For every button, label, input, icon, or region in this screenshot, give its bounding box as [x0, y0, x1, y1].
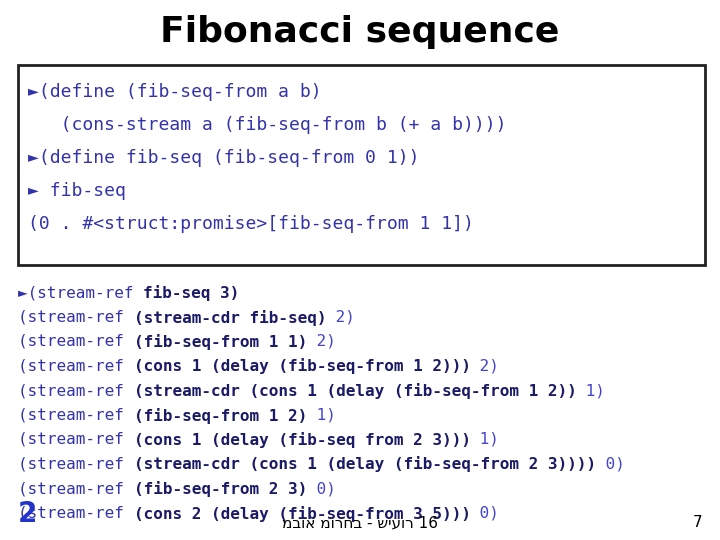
Text: (cons-stream a (fib-seq-from b (+ a b)))): (cons-stream a (fib-seq-from b (+ a b)))… — [28, 116, 506, 134]
Text: (fib-seq-from 1 1): (fib-seq-from 1 1) — [133, 334, 307, 350]
Text: ►(define fib-seq (fib-seq-from 0 1)): ►(define fib-seq (fib-seq-from 0 1)) — [28, 149, 420, 167]
Text: (stream-ref: (stream-ref — [18, 408, 133, 422]
Text: 0): 0) — [307, 481, 336, 496]
Text: (stream-ref: (stream-ref — [18, 359, 133, 374]
Text: 1): 1) — [576, 383, 605, 398]
Text: מבוא מורחב - שיעור 16: מבוא מורחב - שיעור 16 — [282, 515, 438, 530]
Text: (stream-ref: (stream-ref — [18, 432, 133, 447]
Text: 2): 2) — [470, 359, 499, 374]
Text: (stream-ref: (stream-ref — [18, 456, 133, 471]
Text: (cons 2 (delay (fib-seq-from 3 5))): (cons 2 (delay (fib-seq-from 3 5))) — [133, 505, 470, 522]
Text: ► fib-seq: ► fib-seq — [28, 182, 126, 200]
Text: ►(define (fib-seq-from a b): ►(define (fib-seq-from a b) — [28, 83, 322, 101]
Text: (fib-seq-from 2 3): (fib-seq-from 2 3) — [133, 481, 307, 497]
Text: (stream-ref: (stream-ref — [18, 334, 133, 349]
Text: (stream-cdr (cons 1 (delay (fib-seq-from 2 3)))): (stream-cdr (cons 1 (delay (fib-seq-from… — [133, 456, 595, 472]
Text: Fibonacci sequence: Fibonacci sequence — [161, 15, 559, 49]
Text: (cons 1 (delay (fib-seq-from 1 2))): (cons 1 (delay (fib-seq-from 1 2))) — [133, 359, 470, 375]
Text: 2): 2) — [326, 309, 355, 325]
Text: (0 . #<struct:promise>[fib-seq-from 1 1]): (0 . #<struct:promise>[fib-seq-from 1 1]… — [28, 215, 474, 233]
Text: 0): 0) — [470, 505, 499, 521]
Text: 0): 0) — [595, 456, 624, 471]
Text: (fib-seq-from 1 2): (fib-seq-from 1 2) — [133, 408, 307, 423]
Text: (stream-ref: (stream-ref — [18, 481, 133, 496]
Text: (stream-ref: (stream-ref — [18, 309, 133, 325]
Text: (stream-cdr fib-seq): (stream-cdr fib-seq) — [133, 309, 326, 326]
Text: fib-seq 3): fib-seq 3) — [143, 285, 239, 301]
Text: 2: 2 — [18, 500, 37, 528]
Text: (stream-cdr (cons 1 (delay (fib-seq-from 1 2)): (stream-cdr (cons 1 (delay (fib-seq-from… — [133, 383, 576, 399]
Text: (stream-ref: (stream-ref — [18, 383, 133, 398]
Text: 1): 1) — [307, 408, 336, 422]
Text: 2): 2) — [307, 334, 336, 349]
Text: 7: 7 — [693, 515, 702, 530]
Text: (stream-ref: (stream-ref — [18, 505, 133, 521]
Bar — [18, 65, 705, 265]
Text: (cons 1 (delay (fib-seq from 2 3))): (cons 1 (delay (fib-seq from 2 3))) — [133, 432, 470, 448]
Text: ►(stream-ref: ►(stream-ref — [18, 285, 143, 300]
Text: 1): 1) — [470, 432, 499, 447]
